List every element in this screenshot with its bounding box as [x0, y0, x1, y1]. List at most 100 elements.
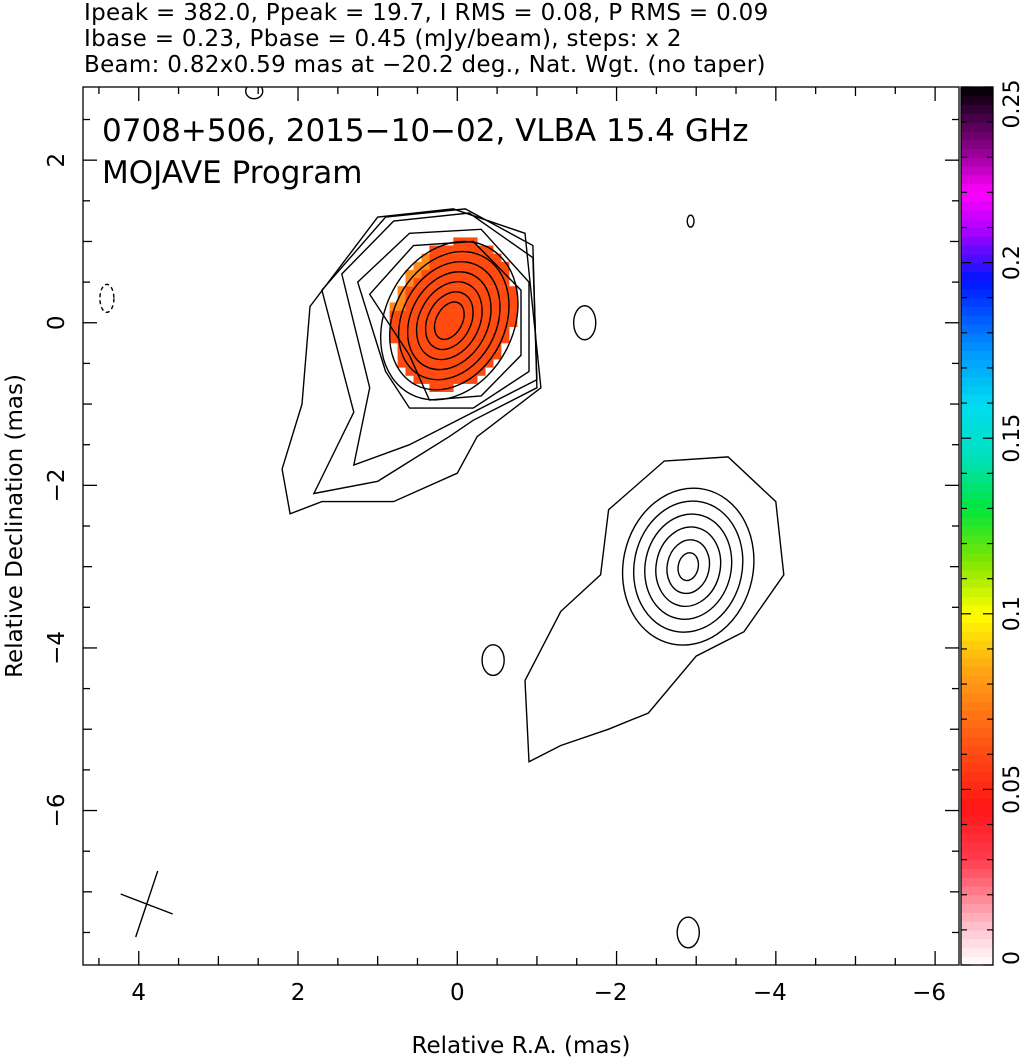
pol-pixel	[405, 359, 414, 368]
pol-pixel	[477, 335, 486, 344]
pol-pixel	[509, 310, 518, 319]
pol-pixel	[421, 278, 430, 287]
pol-pixel	[413, 286, 422, 295]
colorbar-swatch	[961, 666, 993, 676]
pol-pixel	[469, 351, 478, 360]
colorbar-swatch	[961, 605, 993, 615]
pol-pixel	[437, 302, 446, 311]
colorbar-swatch	[961, 508, 993, 518]
colorbar-swatch	[961, 376, 993, 387]
program-annotation: MOJAVE Program	[102, 155, 362, 191]
pol-pixel	[461, 269, 470, 279]
pol-pixel	[413, 351, 422, 360]
colorbar-swatch	[961, 130, 993, 141]
pol-pixel	[493, 351, 502, 360]
pol-pixel	[437, 343, 446, 352]
pol-pixel	[421, 294, 430, 303]
pol-pixel	[413, 326, 422, 336]
core-contour	[424, 291, 474, 351]
colorbar-swatch	[961, 806, 993, 817]
colorbar-swatch	[961, 859, 993, 870]
pol-pixel	[421, 310, 430, 319]
x-axis-label: Relative R.A. (mas)	[412, 1033, 631, 1059]
colorbar-swatch	[961, 824, 993, 834]
y-tick-label: −2	[44, 468, 70, 502]
pol-pixel	[461, 335, 470, 344]
colorbar-swatch	[961, 613, 993, 624]
pol-pixel	[429, 261, 438, 271]
pol-pixel	[429, 335, 438, 344]
pol-pixel	[493, 310, 502, 319]
colorbar-swatch	[961, 464, 993, 474]
knot-contour	[632, 500, 744, 633]
pol-pixel	[461, 318, 470, 327]
colorbar-swatch	[961, 455, 993, 466]
colorbar-swatch	[961, 517, 993, 527]
pol-pixel	[469, 245, 478, 254]
colorbar-swatch	[961, 315, 993, 325]
core-contour	[433, 301, 465, 341]
x-tick-label: 4	[131, 980, 146, 1006]
pol-pixel	[493, 253, 502, 262]
colorbar-swatch	[961, 139, 993, 150]
pol-pixel	[429, 326, 438, 336]
pol-pixel	[477, 343, 486, 352]
y-tick-label: 2	[44, 153, 70, 168]
colorbar-swatch	[961, 543, 993, 553]
core-contour	[406, 271, 492, 371]
pol-pixel	[477, 359, 486, 368]
colorbar-swatch	[961, 438, 993, 448]
colorbar-swatch	[961, 166, 993, 176]
colorbar-swatch	[961, 745, 993, 755]
colorbar-swatch	[961, 324, 993, 334]
pol-pixel	[493, 343, 502, 352]
colorbar-swatch	[961, 850, 993, 861]
core-contour	[415, 281, 483, 361]
pol-pixel	[493, 302, 502, 311]
colorbar-swatch	[961, 552, 993, 562]
pol-pixel	[445, 278, 454, 287]
pol-pixel	[437, 294, 446, 303]
colorbar-frame	[960, 86, 994, 966]
colorbar-tick-label: 0.25	[1000, 80, 1022, 129]
pol-pixel	[453, 245, 462, 254]
pol-pixel	[509, 302, 518, 311]
pol-pixel	[389, 310, 398, 319]
pol-pixel	[501, 286, 510, 295]
colorbar-swatch	[961, 350, 993, 360]
header-line-2: Ibase = 0.23, Pbase = 0.45 (mJy/beam), s…	[84, 26, 682, 52]
colorbar-swatch	[961, 174, 993, 185]
pol-pixel	[469, 359, 478, 368]
colorbar-swatch	[961, 631, 993, 641]
pol-pixel	[413, 359, 422, 368]
knot-contour	[677, 552, 700, 582]
pol-pixel	[461, 310, 470, 319]
pol-pixel	[501, 335, 510, 344]
y-axis-label: Relative Declination (mas)	[2, 374, 28, 678]
pol-pixel	[493, 278, 502, 287]
colorbar-swatch	[961, 236, 993, 246]
knot-contour	[644, 513, 733, 620]
y-axis-tick-labels: −6 −4 −2 0 2	[44, 153, 70, 828]
pol-pixel	[485, 261, 494, 271]
pol-pixel	[413, 343, 422, 352]
pol-pixel	[477, 286, 486, 295]
pol-pixel	[461, 359, 470, 368]
colorbar-swatch	[961, 675, 993, 685]
colorbar-swatch	[961, 596, 993, 606]
pol-pixel	[421, 261, 430, 271]
pol-pixel	[397, 326, 406, 336]
pol-pixel	[397, 302, 406, 311]
pol-pixel	[477, 351, 486, 360]
pol-pixel	[405, 302, 414, 311]
pol-pixel	[405, 286, 414, 295]
colorbar-swatch	[961, 569, 993, 580]
pol-pixel	[405, 367, 414, 376]
colorbar-swatch	[961, 359, 993, 369]
pol-pixel	[461, 278, 470, 287]
colorbar-swatch	[961, 87, 993, 97]
pol-pixel	[469, 375, 478, 384]
colorbar-swatch	[961, 877, 993, 887]
colorbar-swatch	[961, 218, 993, 229]
pol-pixel	[413, 261, 422, 271]
